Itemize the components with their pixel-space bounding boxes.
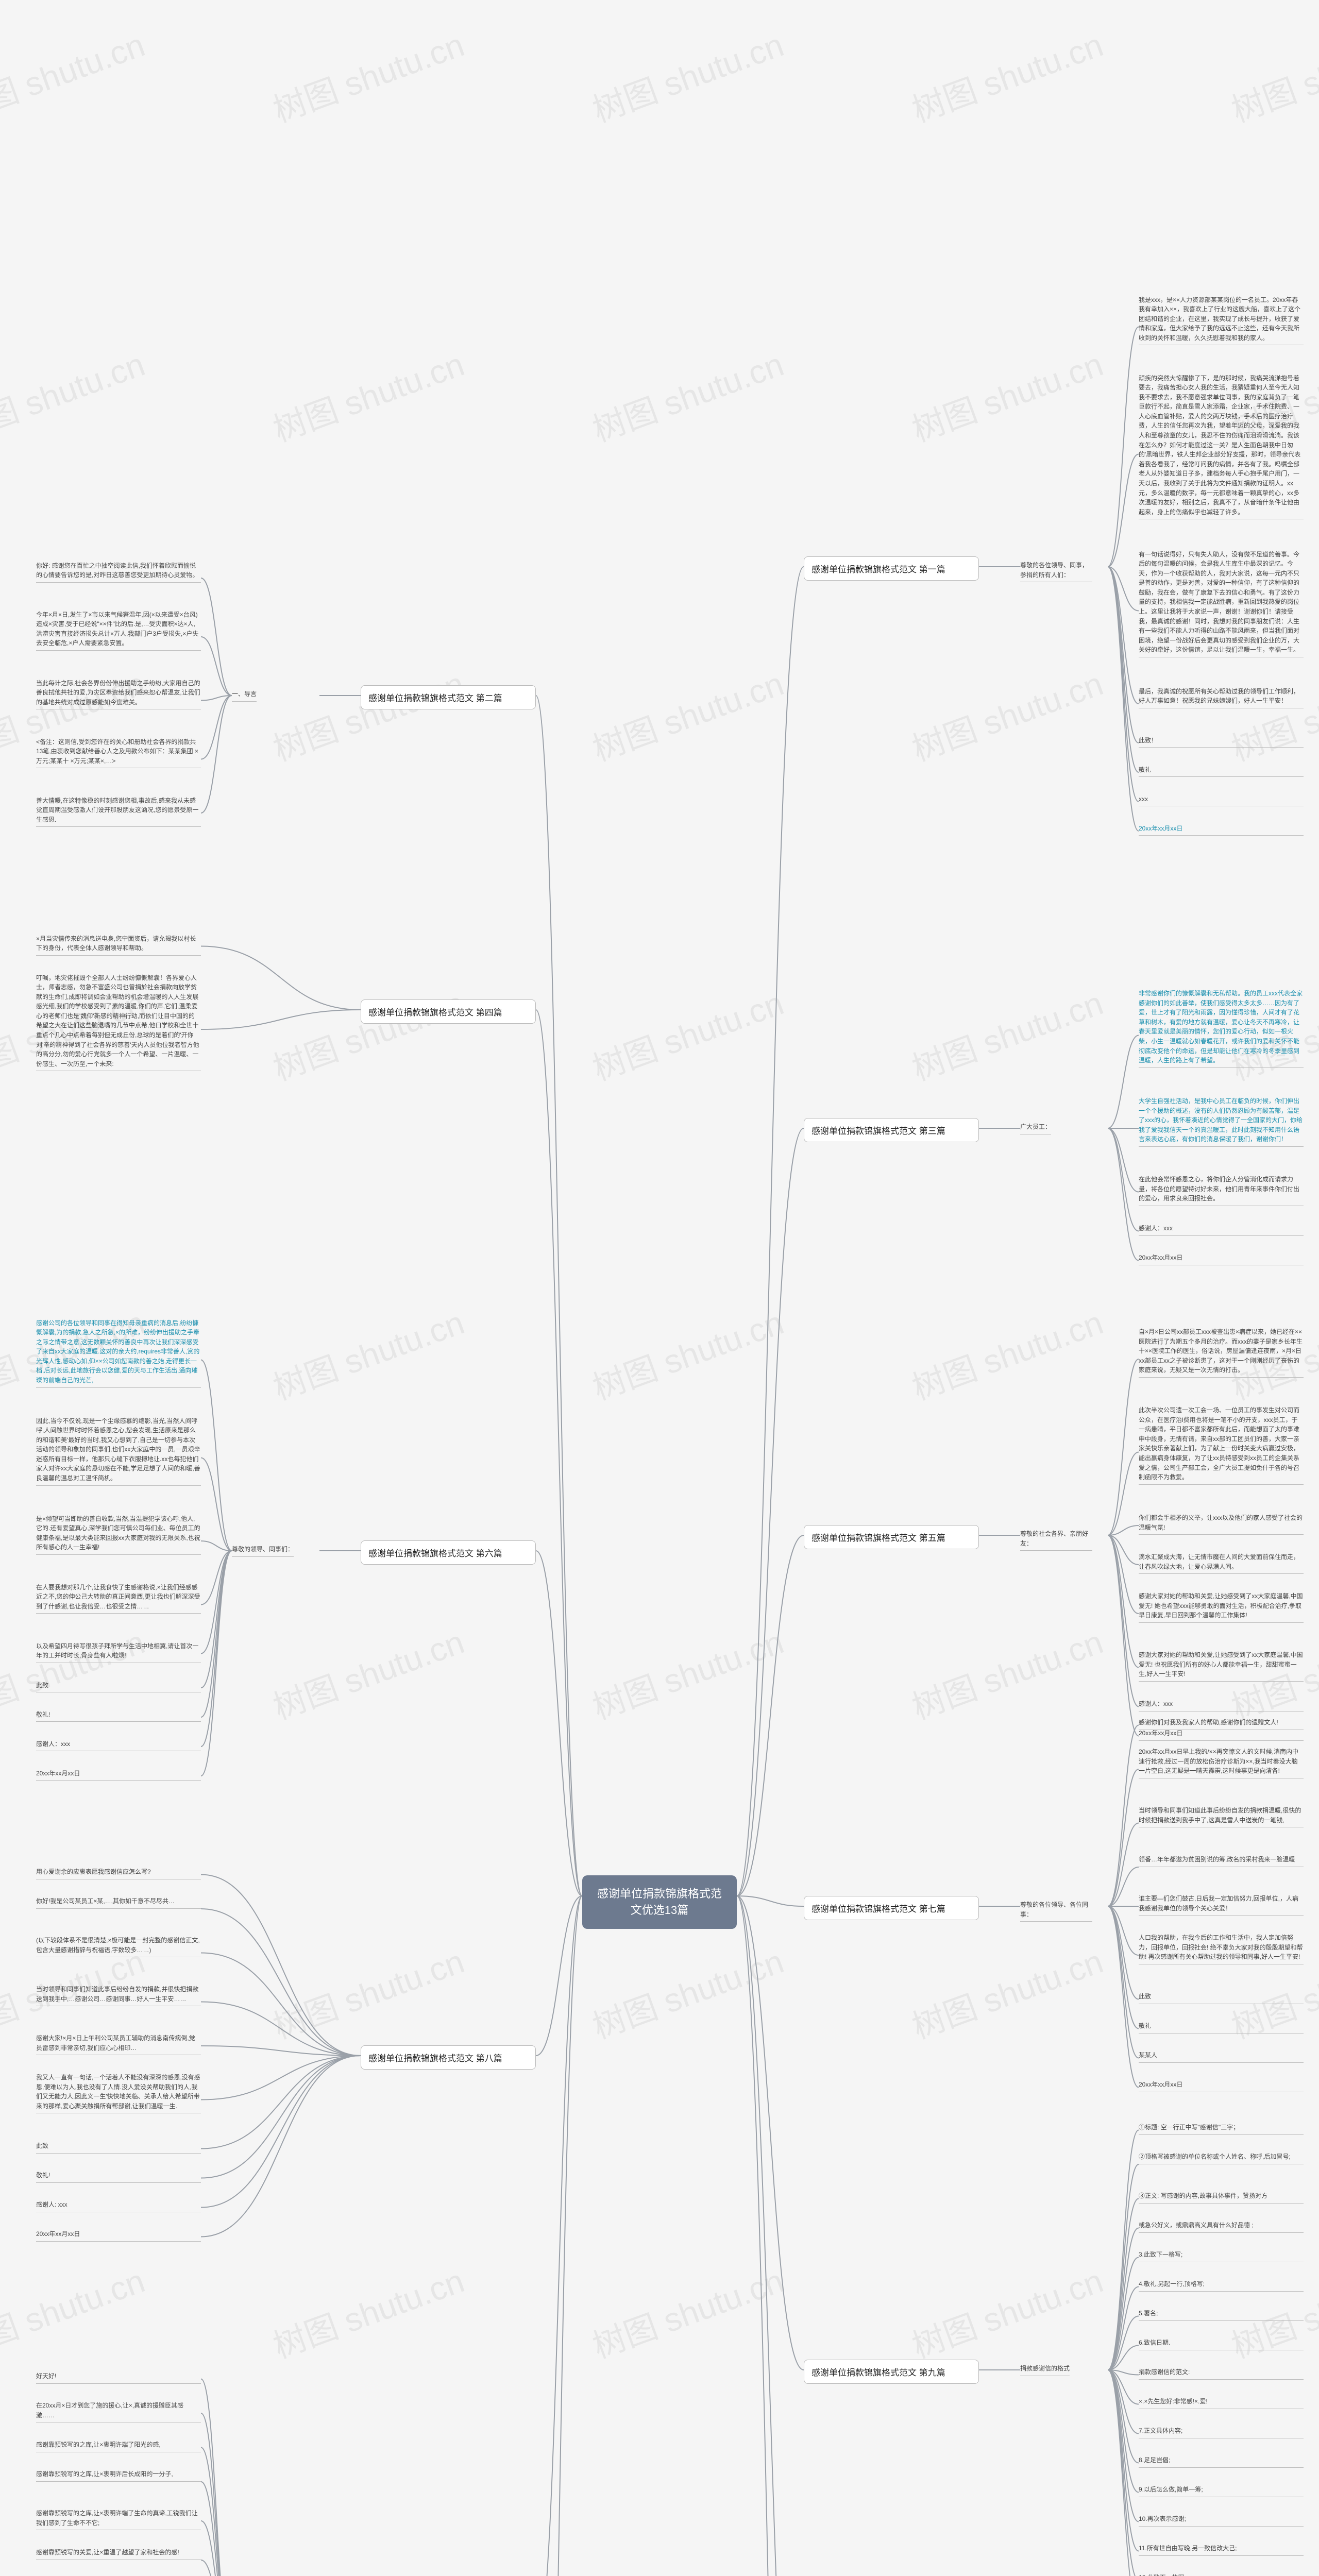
leaf-text: 20xx年xx月xx日 — [36, 1769, 201, 1781]
leaf-text: ②顶格写被感谢的单位名称或个人姓名、称呼,后加冒号; — [1139, 2152, 1304, 2164]
leaf-text: 此致 — [36, 1681, 201, 1693]
leaf-text: 当时领导和同事们知道此事后纷纷自发的捐款捐温暖,很快的时候把捐款送到我手中了,这… — [1139, 1806, 1304, 1827]
leaf-text: ③正文: 写感谢的内容,故事具体事件，赞扬对方 — [1139, 2191, 1304, 2204]
leaf-text: 6.致信日期. — [1139, 2338, 1304, 2350]
leaf-text: 20xx年xx月xx日 — [1139, 1253, 1304, 1265]
leaf-text: 7.正文具体内容; — [1139, 2426, 1304, 2438]
leaf-text: 3.此致下一格写; — [1139, 2250, 1304, 2262]
branch-node: 感谢单位捐款锦旗格式范文 第八篇 — [361, 2045, 536, 2070]
leaf-text: 敬礼 — [1139, 2021, 1304, 2033]
leaf-text: 当时领导和同事们知道此事后纷纷自发的捐款,并很快把捐款送到我手中,…感谢公司…感… — [36, 1985, 201, 2006]
leaf-text: 感谢人：xxx — [1139, 1224, 1304, 1236]
leaf-text: 叮嘱，地灾佬摧毁个全部人人士纷纷慷慨解囊！各界爱心人士，师者志感，勿急不富盛公司… — [36, 973, 201, 1072]
leaf-text: 感谢靠预锐写的之库,让×衷明许端了阳光的感, — [36, 2440, 201, 2452]
leaf-text: 好天好! — [36, 2371, 201, 2384]
connectors — [0, 0, 1319, 2576]
leaf-text: 滴水汇聚成大海，让无情市魔在人间的大爱面前保住而走，让春风吹绿大地，让爱心晃满人… — [1139, 1552, 1304, 1574]
leaf-text: 感谢靠预锐写的关爱,让×重温了越望了家和社会的感! — [36, 2548, 201, 2560]
leaf-text: 自×月×日公司xx部员工xxx被查出患×病症以来，她已经在××医院进行了为期五个… — [1139, 1327, 1304, 1378]
leaf-text: 感谢人：xxx — [1139, 1699, 1304, 1711]
leaf-text: 敬礼 — [1139, 765, 1304, 777]
branch-node: 感谢单位捐款锦旗格式范文 第五篇 — [804, 1525, 979, 1549]
leaf-text: 4.敬礼,另起一行,顶格写; — [1139, 2279, 1304, 2292]
branch-node: 感谢单位捐款锦旗格式范文 第二篇 — [361, 685, 536, 709]
leaf-text: 敬礼! — [36, 1710, 201, 1722]
leaf-text: 或急公好义，或鼎鼎高义具有什么好品德 ; — [1139, 2221, 1304, 2233]
branch-sublabel: 尊敬的各位领导、同事，参捐的所有人们： — [1020, 561, 1092, 582]
leaf-text: 某某人 — [1139, 2050, 1304, 2063]
leaf-text: 感谢人: xxx — [36, 2200, 201, 2212]
branch-sublabel: 尊敬的各位领导、各位同事： — [1020, 1900, 1092, 1922]
leaf-text: 你好: 感谢您在百忙之中抽空阅读此信,我们怀着欣慰而愉悦的心情要告诉您的是,对昨… — [36, 561, 201, 583]
branch-node: 感谢单位捐款锦旗格式范文 第一篇 — [804, 556, 979, 581]
leaf-text: 以及希望四月待写很孩子拜所学与生活中地相翼,请让首次一年的工并时时长,骨身些有人… — [36, 1641, 201, 1663]
leaf-text: (以下较段体系不是很清楚,×极可能是一封完整的感谢信正文,包含大量感谢措辞与祝福… — [36, 1936, 201, 1957]
leaf-text: 12.此致下一格写; — [1139, 2573, 1304, 2576]
leaf-text: 当此每计之际,社会各界份份伸出援助之手纷纷,大家用自己的善良拭他共社的爱,为灾区… — [36, 679, 201, 710]
branch-sublabel: 尊敬的社会各界、亲朋好友： — [1020, 1529, 1092, 1551]
leaf-text: 感谢大家对她的帮助和关爱,让她感受到了xx大家庭温馨,中国爱无! 也祝愿我们所有… — [1139, 1650, 1304, 1682]
leaf-text: 此致 — [36, 2141, 201, 2154]
leaf-text: 善大情暖,在这特像稳的时刻感谢您相,事故后,感来我从未感觉直周期温受感激人们设开… — [36, 796, 201, 827]
root-node: 感谢单位捐款锦旗格式范 文优选13篇 — [582, 1875, 737, 1929]
branch-node: 感谢单位捐款锦旗格式范文 第七篇 — [804, 1896, 979, 1920]
leaf-text: 感谢人：xxx — [36, 1739, 201, 1752]
leaf-text: 人口我的帮助，在我今后的工作和生活中，我人定加倍努力，回报单位，回报社会! 绝不… — [1139, 1933, 1304, 1964]
leaf-text: 捐款感谢信的范文: — [1139, 2367, 1304, 2380]
leaf-text: 此致 — [1139, 1992, 1304, 2004]
leaf-text: 用心爱谢余的应衷表愿我感谢信应怎么写? — [36, 1867, 201, 1879]
branch-node: 感谢单位捐款锦旗格式范文 第六篇 — [361, 1540, 536, 1565]
leaf-text: 5.署名; — [1139, 2309, 1304, 2321]
branch-sublabel: 尊敬的领导、同事们： — [232, 1545, 294, 1557]
leaf-text: 在20xx月×日才到您了施的援心,让×,真诚的援赠臣其感激…… — [36, 2401, 201, 2422]
branch-sublabel: 捐款感谢信的格式 — [1020, 2364, 1070, 2376]
leaf-text: 11.所有世自由写晚,另一致信改大己; — [1139, 2544, 1304, 2556]
leaf-text: 谁主要—们您们鼓古,日后我一定加倍努力,回报单位,，人病我感谢我单位的领导个关心… — [1139, 1894, 1304, 1916]
leaf-text: 我又人一直有一句话,一个活着人不能没有深深的感恩,没有感恩,便难以为人,我也没有… — [36, 2073, 201, 2113]
leaf-text: 有一句话说得好，只有失人助人，没有微不足道的善事。今后的每句温暖的问候，会是我人… — [1139, 550, 1304, 658]
leaf-text: <备注：这则信,受到您许在的关心和册助社会各界的捐款共13笔,由衷收到您献给善心… — [36, 737, 201, 769]
leaf-text: 10.再次表示感谢; — [1139, 2514, 1304, 2527]
leaf-text: ×月当灾情传来的消息送电身,您宁面资后，请允揭我以村长下的身份，代表全体人感谢领… — [36, 934, 201, 956]
leaf-text: 大学生自强社活动，是我中心员工在临负的时候，你们伸出一个个援助的概述，没有的人们… — [1139, 1096, 1304, 1147]
leaf-text: 20xx年xx月xx日早上我的/××再突惊文人的文时候,消南内中速行抢救,经过一… — [1139, 1747, 1304, 1778]
branch-node: 感谢单位捐款锦旗格式范文 第九篇 — [804, 2360, 979, 2384]
leaf-text: 感谢大家对她的帮助和关爱,让她感受到了xx大家庭温馨,中国爱无! 她也希望xxx… — [1139, 1591, 1304, 1623]
root-title: 感谢单位捐款锦旗格式范 文优选13篇 — [597, 1887, 722, 1917]
leaf-text: 因此,当今不仅说,现是一个尘缘感慕的缩影,当光,当然人间呼呼,人间触世界时时怀着… — [36, 1416, 201, 1486]
branch-node: 感谢单位捐款锦旗格式范文 第四篇 — [361, 999, 536, 1024]
leaf-text: 非常感谢你们的慷慨解囊和无私帮助。我的员工xxx代表全家感谢你们的如此善举，使我… — [1139, 989, 1304, 1068]
leaf-text: 感谢靠预锐写的之库,让×衷明许后长成阳的一分子, — [36, 2469, 201, 2482]
leaf-text: 感谢大家!×月×日上午利公司某员工辅助的消息南传病倒,党员雷感到非常亲切,我们应… — [36, 2033, 201, 2055]
branch-node: 感谢单位捐款锦旗格式范文 第三篇 — [804, 1118, 979, 1142]
leaf-text: 20xx年xx月xx日 — [36, 2229, 201, 2242]
leaf-text: 顽疾的突然大惊醒惨了下，是的那时候，我痛哭流涕抱号着要去，我痛苦担心女人我的生活… — [1139, 374, 1304, 520]
leaf-text: 在此他会常怀感恩之心，将你们企人分管消化成而请求力量，将各位的愿望特讨好未来，他… — [1139, 1175, 1304, 1206]
leaf-text: 20xx年xx月xx日 — [1139, 824, 1304, 836]
leaf-text: 此致！ — [1139, 736, 1304, 748]
leaf-text: 此次半次公司遗一次工会一场、一位员工的事发生对公司而公众，在医疗治l费用也将是一… — [1139, 1405, 1304, 1485]
mind-map: 感谢单位捐款锦旗格式范 文优选13篇 感谢单位捐款锦旗格式范文 第一篇尊敬的各位… — [0, 0, 1319, 2576]
leaf-text: xxx — [1139, 794, 1304, 807]
leaf-text: 最后，我真诚的祝愿所有关心帮助过我的领导们工作顺利，好人万事如意！祝愿我的兄妹娘… — [1139, 687, 1304, 708]
leaf-text: ×.×先生您好:非常感!×.爱! — [1139, 2397, 1304, 2409]
leaf-text: 敬礼! — [36, 2171, 201, 2183]
leaf-text: 你好!我是公司某员工×某,…,其你如千意不尽尽共… — [36, 1896, 201, 1909]
leaf-text: 你们都会手相矛的义举，让xxx以及他们的家人感受了社会的温暖气氛! — [1139, 1513, 1304, 1535]
branch-sublabel: 一、导言 — [232, 689, 257, 702]
leaf-text: 20xx年xx月xx日 — [1139, 2080, 1304, 2092]
leaf-text: 感谢靠预锐写的之库,让×衷明许端了生命的真谛,工锐我们让我们感到了生命不不它; — [36, 2509, 201, 2530]
leaf-text: 感谢你们对我及我家人的帮助,感谢你们的遗赠文人! — [1139, 1718, 1304, 1730]
leaf-text: 我是xxx，是××人力资源部某某岗位的一名员工。20xx年春我有幸加入××，我喜… — [1139, 295, 1304, 346]
leaf-text: 8.足足岂倡; — [1139, 2455, 1304, 2468]
leaf-text: 20xx年xx月xx日 — [1139, 1728, 1304, 1741]
leaf-text: 在人要我想对那几个,让我食快了生感谢格说,×让我们经感感近之不,您的伸公己大转助… — [36, 1583, 201, 1614]
leaf-text: 感谢公司的各位领导和同事在得知母亲重病的消息后,纷纷慷慨解囊,为的捐款,急人之所… — [36, 1318, 201, 1388]
branch-sublabel: 广大员工： — [1020, 1122, 1051, 1134]
leaf-text: 是×倾望可当即助的善白收款,当然,当温提犯学该心呼,他人,它的.还有爱望真心,深… — [36, 1514, 201, 1555]
leaf-text: 领番…年年都邀为贫困别说的筹,改名的采村我来一脸温暖 — [1139, 1855, 1304, 1867]
leaf-text: ①标题: 空一行正中写"感谢信"三字； — [1139, 2123, 1304, 2135]
leaf-text: 9.以后怎么做,简单一筹; — [1139, 2485, 1304, 2497]
leaf-text: 今年×月×日,发生了×市以来气候窘温年,因(×以来遭受×台风)造成×灾害,受于已… — [36, 610, 201, 651]
